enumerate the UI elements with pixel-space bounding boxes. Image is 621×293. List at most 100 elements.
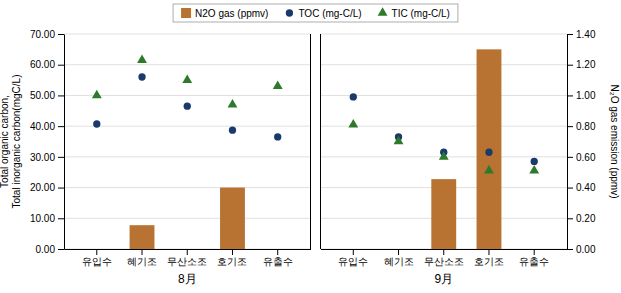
grid-line bbox=[64, 34, 311, 35]
point bbox=[485, 149, 492, 156]
tick-mark bbox=[567, 157, 573, 158]
axis-line bbox=[64, 35, 65, 250]
panel: 유입수혜기조무산소조호기조유출수8月0.0010.0020.0030.0040.… bbox=[0, 29, 311, 286]
legend-item: TIC (mg-C/L) bbox=[378, 7, 450, 18]
tick-label: 1.40 bbox=[576, 29, 596, 40]
point bbox=[184, 103, 191, 110]
point bbox=[92, 90, 102, 99]
tick-label: 0.00 bbox=[36, 244, 56, 255]
bar bbox=[220, 188, 245, 249]
tick-mark bbox=[443, 249, 444, 255]
tick-label: 40.00 bbox=[30, 121, 55, 132]
x-axis: 유입수 혜기조 무산소조 호기조 유출수 bbox=[65, 249, 312, 267]
tick: 호기조 bbox=[217, 249, 247, 267]
tick-mark bbox=[567, 34, 573, 35]
tick: 혜기조 bbox=[384, 249, 414, 267]
tick: 호기조 bbox=[474, 249, 504, 267]
tick: 유출수 bbox=[519, 249, 549, 267]
tick: 40.00 bbox=[30, 121, 64, 132]
tick: 50.00 bbox=[30, 90, 64, 101]
legend-item: TOC (mg-C/L) bbox=[286, 8, 362, 19]
bar bbox=[341, 249, 366, 250]
tick: 0.00 bbox=[567, 244, 596, 255]
point bbox=[274, 133, 281, 140]
tick-label: 0.00 bbox=[576, 244, 596, 255]
y2-axis: 0.00 0.20 0.40 0.60 0.80 1.00 1.20 1.40 bbox=[567, 29, 596, 255]
tick: 무산소조 bbox=[167, 249, 207, 267]
tick-label: 무산소조 bbox=[424, 256, 464, 267]
point bbox=[137, 54, 147, 63]
x-axis-title: 9月 bbox=[434, 272, 453, 286]
tick-label: 0.60 bbox=[576, 152, 596, 163]
tick-label: 0.80 bbox=[576, 121, 596, 132]
tick-mark bbox=[534, 249, 535, 255]
tick: 0.40 bbox=[567, 182, 596, 193]
point bbox=[229, 126, 236, 133]
grid-line bbox=[321, 64, 568, 65]
tick-label: 호기조 bbox=[474, 256, 504, 267]
tick: 20.00 bbox=[30, 182, 64, 193]
y-axis-title-line: Total organic carbon, bbox=[0, 95, 10, 188]
tick-mark bbox=[58, 34, 64, 35]
tick: 1.20 bbox=[567, 59, 596, 70]
tick-mark bbox=[58, 249, 64, 250]
tick: 혜기조 bbox=[127, 249, 157, 267]
bar bbox=[175, 249, 200, 250]
tick-mark bbox=[232, 249, 233, 255]
tick-mark bbox=[58, 218, 64, 219]
point bbox=[93, 120, 100, 127]
tick-label: 30.00 bbox=[30, 152, 55, 163]
tick: 60.00 bbox=[30, 59, 64, 70]
tick: 30.00 bbox=[30, 152, 64, 163]
tick-mark bbox=[567, 218, 573, 219]
chart: 유입수혜기조무산소조호기조유출수8月0.0010.0020.0030.0040.… bbox=[0, 0, 621, 293]
legend: N2O gas (ppmv) TOC (mg-C/L) TIC (mg-C/L) bbox=[173, 4, 458, 22]
tick-mark bbox=[567, 65, 573, 66]
tick: 유입수 bbox=[338, 249, 368, 267]
tick-mark bbox=[567, 249, 573, 250]
point bbox=[348, 119, 358, 128]
tick: 0.60 bbox=[567, 152, 596, 163]
tick-label: 유입수 bbox=[338, 256, 368, 267]
bar bbox=[130, 225, 155, 249]
point bbox=[138, 73, 145, 80]
tick: 0.00 bbox=[36, 244, 64, 255]
axis-line bbox=[567, 35, 568, 250]
grid-line bbox=[64, 64, 311, 65]
tick-mark bbox=[277, 249, 278, 255]
tick: 유입수 bbox=[82, 249, 112, 267]
grid-line bbox=[321, 34, 568, 35]
grid-line bbox=[321, 95, 568, 96]
bar bbox=[265, 249, 290, 250]
bar bbox=[84, 249, 109, 250]
marks bbox=[92, 54, 283, 249]
point bbox=[531, 158, 538, 165]
tick-label: 10.00 bbox=[30, 213, 55, 224]
legend-item: N2O gas (ppmv) bbox=[181, 8, 268, 19]
point bbox=[439, 151, 449, 160]
legend-label: TIC (mg-C/L) bbox=[392, 8, 450, 19]
grid-line bbox=[64, 218, 311, 219]
tick-label: 유출수 bbox=[519, 256, 549, 267]
tick: 0.20 bbox=[567, 213, 596, 224]
tick-label: 유입수 bbox=[82, 256, 112, 267]
tick-mark bbox=[567, 126, 573, 127]
tick: 0.80 bbox=[567, 121, 596, 132]
tick-mark bbox=[488, 249, 489, 255]
tick-label: 혜기조 bbox=[127, 256, 157, 267]
tick-label: 혜기조 bbox=[384, 256, 414, 267]
legend-swatch bbox=[286, 9, 293, 16]
tick: 무산소조 bbox=[424, 249, 464, 267]
tick-mark bbox=[58, 95, 64, 96]
tick-mark bbox=[58, 126, 64, 127]
tick-label: 20.00 bbox=[30, 182, 55, 193]
tick-mark bbox=[187, 249, 188, 255]
tick-label: 유출수 bbox=[263, 256, 293, 267]
tick-label: 0.40 bbox=[576, 182, 596, 193]
tick: 1.00 bbox=[567, 90, 596, 101]
y2-axis-line bbox=[310, 34, 311, 249]
marks bbox=[348, 49, 539, 249]
grid-line bbox=[64, 187, 311, 188]
point bbox=[182, 74, 192, 83]
legend-label: TOC (mg-C/L) bbox=[298, 8, 361, 19]
